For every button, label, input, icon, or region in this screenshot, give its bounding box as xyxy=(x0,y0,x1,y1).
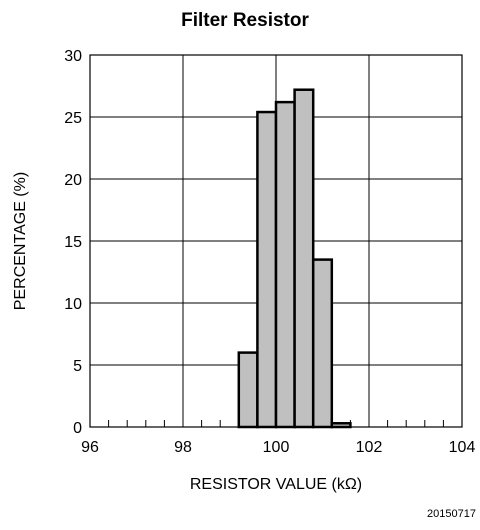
y-tick-label: 25 xyxy=(64,110,82,127)
histogram-bar xyxy=(274,100,296,429)
y-tick-label: 0 xyxy=(73,420,82,437)
y-tick-label: 5 xyxy=(73,358,82,375)
histogram-bar xyxy=(293,88,315,429)
histogram-bar xyxy=(237,351,259,429)
x-tick-labels: 96 98 100 102 104 xyxy=(81,439,475,456)
x-tick-label: 98 xyxy=(174,439,192,456)
y-tick-label: 30 xyxy=(64,48,82,65)
bars xyxy=(237,88,352,429)
y-axis-label: PERCENTAGE (%) xyxy=(12,172,29,310)
histogram-bar xyxy=(256,110,278,429)
y-tick-labels: 0 5 10 15 20 25 30 xyxy=(64,48,82,437)
x-tick-label: 96 xyxy=(81,439,99,456)
chart-title: Filter Resistor xyxy=(181,10,309,31)
y-tick-label: 15 xyxy=(64,234,82,251)
figure-id: 20150717 xyxy=(427,508,476,520)
tick-marks xyxy=(89,54,463,428)
x-tick-label: 102 xyxy=(356,439,383,456)
x-axis-label: RESISTOR VALUE (kΩ) xyxy=(190,476,362,493)
x-tick-label: 104 xyxy=(449,439,476,456)
y-tick-label: 20 xyxy=(64,172,82,189)
histogram-bar xyxy=(311,258,334,429)
x-tick-label: 100 xyxy=(263,439,290,456)
y-tick-label: 10 xyxy=(64,296,82,313)
